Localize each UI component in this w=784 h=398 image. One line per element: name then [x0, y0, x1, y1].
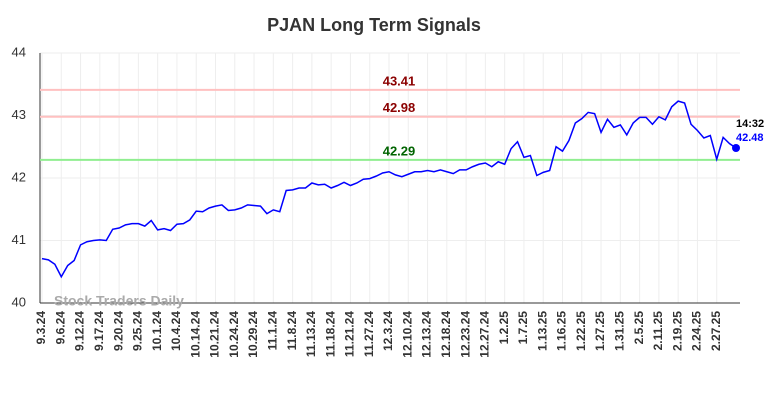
y-tick-label: 41	[12, 232, 26, 247]
annotation-time: 14:32	[736, 118, 764, 130]
x-tick-label: 10.21.24	[208, 311, 222, 358]
watermark: Stock Traders Daily	[54, 293, 184, 309]
x-tick-label: 1.2.25	[497, 311, 511, 345]
y-tick-label: 42	[12, 169, 26, 184]
x-tick-label: 1.27.25	[593, 311, 607, 351]
signal-label: 43.41	[383, 73, 416, 88]
chart-title: PJAN Long Term Signals	[267, 15, 481, 35]
x-tick-label: 2.27.25	[709, 311, 723, 351]
price-line	[41, 100, 737, 279]
x-tick-label: 10.29.24	[246, 311, 260, 358]
x-tick-label: 12.27.24	[478, 311, 492, 358]
x-tick-label: 1.22.25	[574, 311, 588, 351]
x-tick-label: 2.24.25	[690, 311, 704, 351]
annotation-value: 42.48	[736, 132, 764, 144]
x-tick-label: 1.16.25	[555, 311, 569, 351]
x-tick-label: 10.1.24	[150, 311, 164, 351]
x-tick-label: 2.19.25	[670, 311, 684, 351]
x-tick-label: 9.17.24	[92, 311, 106, 351]
x-tick-label: 12.23.24	[458, 311, 472, 358]
last-point	[732, 144, 740, 152]
x-tick-label: 11.1.24	[266, 311, 280, 351]
x-tick-label: 9.3.24	[34, 311, 48, 345]
signal-label: 42.98	[383, 100, 416, 115]
x-tick-label: 9.25.24	[131, 311, 145, 351]
x-tick-label: 9.6.24	[53, 311, 67, 345]
x-tick-label: 10.24.24	[227, 311, 241, 358]
x-tick-label: 9.20.24	[111, 311, 125, 351]
y-tick-label: 40	[12, 294, 26, 309]
x-tick-label: 10.14.24	[188, 311, 202, 358]
x-tick-label: 9.12.24	[73, 311, 87, 351]
x-tick-label: 11.8.24	[285, 311, 299, 351]
x-tick-label: 1.7.25	[516, 311, 530, 345]
x-tick-label: 12.18.24	[439, 311, 453, 358]
x-tick-label: 12.3.24	[381, 311, 395, 351]
x-tick-label: 2.11.25	[651, 311, 665, 351]
signal-label: 42.29	[383, 143, 416, 158]
x-tick-label: 11.27.24	[362, 311, 376, 357]
x-tick-label: 11.13.24	[304, 311, 318, 357]
x-tick-label: 1.13.25	[535, 311, 549, 351]
x-tick-label: 12.13.24	[420, 311, 434, 358]
x-tick-label: 11.21.24	[343, 311, 357, 357]
x-tick-label: 10.4.24	[169, 311, 183, 351]
x-tick-label: 11.18.24	[323, 311, 337, 357]
y-tick-label: 43	[12, 107, 26, 122]
x-tick-label: 2.5.25	[632, 311, 646, 345]
y-tick-label: 44	[12, 44, 26, 59]
x-tick-label: 12.10.24	[400, 311, 414, 358]
x-tick-label: 1.31.25	[613, 311, 627, 351]
